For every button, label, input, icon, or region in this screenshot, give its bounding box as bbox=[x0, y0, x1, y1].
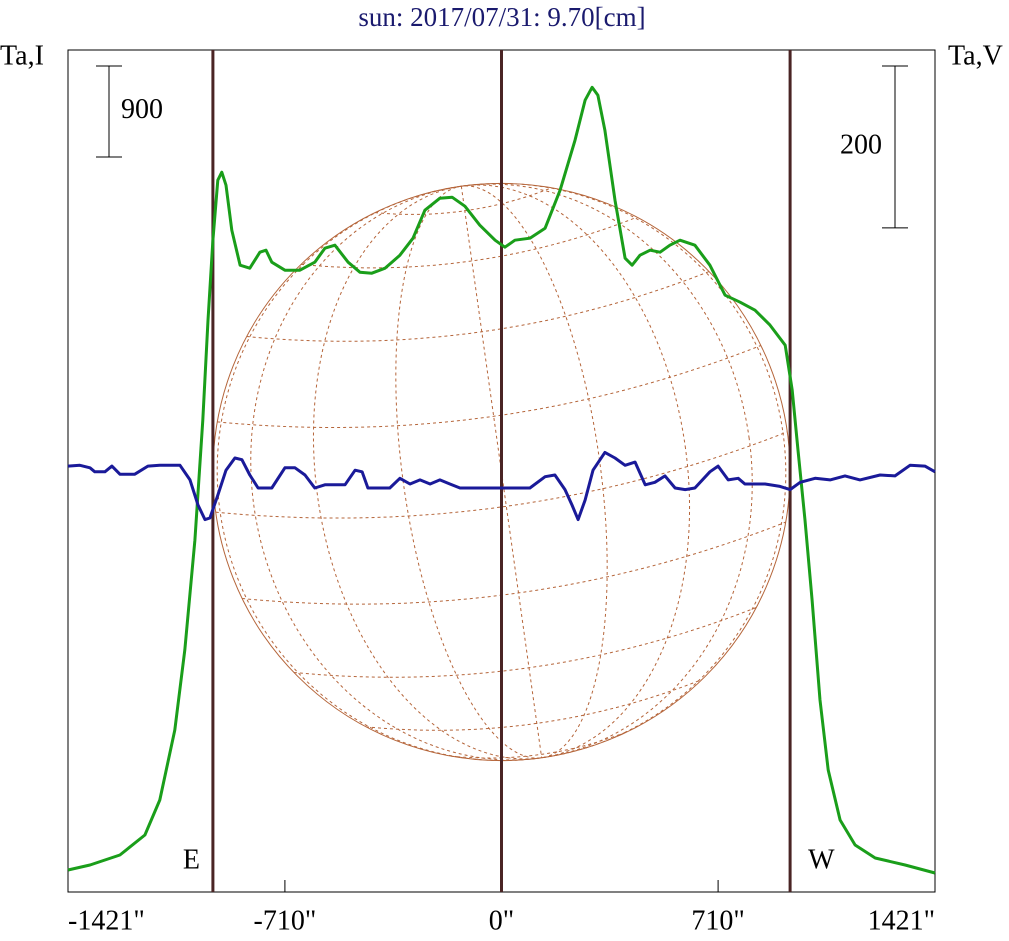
parallel bbox=[242, 521, 786, 605]
y2-axis-label: Ta,V bbox=[948, 40, 1003, 71]
x-tick-label: 710" bbox=[691, 905, 744, 936]
meridian bbox=[250, 183, 753, 761]
y-axis-label: Ta,I bbox=[0, 40, 44, 71]
parallel bbox=[374, 187, 552, 215]
series-line bbox=[67, 85, 936, 875]
parallel bbox=[293, 607, 757, 678]
marker-label: E bbox=[183, 844, 200, 875]
parallel bbox=[451, 730, 629, 759]
x-tick-label: -1421" bbox=[68, 905, 145, 936]
parallel bbox=[215, 431, 788, 519]
parallel bbox=[246, 271, 710, 342]
scale-bar-label: 200 bbox=[840, 129, 882, 160]
parallel bbox=[365, 679, 703, 731]
series-line bbox=[67, 450, 936, 522]
x-tick-label: 1421" bbox=[868, 905, 935, 936]
chart-title: sun: 2017/07/31: 9.70[cm] bbox=[358, 2, 645, 32]
x-tick-label: -710" bbox=[254, 905, 317, 936]
parallel bbox=[300, 216, 638, 269]
meridian bbox=[216, 182, 787, 762]
marker-label: W bbox=[808, 844, 835, 875]
parallel bbox=[217, 345, 762, 428]
scale-bar-label: 900 bbox=[121, 94, 163, 125]
x-tick-label: 0" bbox=[489, 905, 514, 936]
